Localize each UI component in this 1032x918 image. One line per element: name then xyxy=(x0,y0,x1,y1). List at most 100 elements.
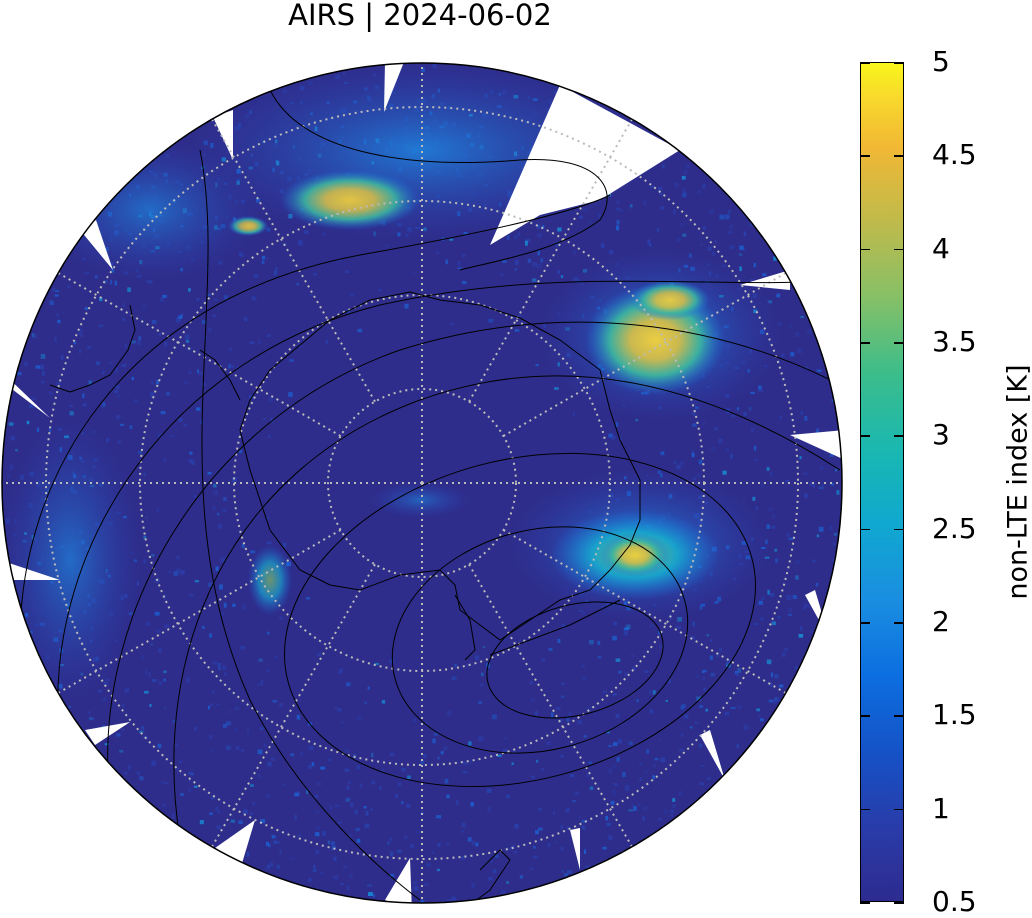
noise-speck xyxy=(772,621,776,625)
noise-speck xyxy=(760,718,764,721)
noise-speck xyxy=(234,728,237,732)
noise-speck xyxy=(267,670,269,672)
noise-speck xyxy=(164,707,166,710)
noise-speck xyxy=(125,344,128,349)
noise-speck xyxy=(737,706,741,709)
noise-speck xyxy=(289,858,293,860)
noise-speck xyxy=(209,813,213,816)
noise-speck xyxy=(481,673,484,677)
noise-speck xyxy=(635,419,638,421)
noise-speck xyxy=(681,734,684,738)
noise-speck xyxy=(672,798,675,802)
noise-speck xyxy=(212,661,217,664)
noise-speck xyxy=(480,684,483,687)
colorbar-tick-label: 0.5 xyxy=(932,888,977,916)
noise-speck xyxy=(247,729,249,733)
noise-speck xyxy=(639,777,642,781)
noise-speck xyxy=(308,878,311,882)
noise-speck xyxy=(334,857,337,861)
noise-speck xyxy=(611,801,615,805)
noise-speck xyxy=(800,626,803,631)
noise-speck xyxy=(788,608,792,612)
noise-speck xyxy=(347,798,352,801)
noise-speck xyxy=(272,835,276,838)
noise-speck xyxy=(98,690,103,693)
noise-speck xyxy=(328,759,331,762)
noise-speck xyxy=(68,706,71,708)
noise-speck xyxy=(224,672,226,676)
colorbar-tick-label: 5 xyxy=(932,48,950,76)
noise-speck xyxy=(413,881,417,885)
noise-speck xyxy=(213,506,216,510)
noise-speck xyxy=(786,533,790,537)
noise-speck xyxy=(589,640,594,645)
noise-speck xyxy=(356,828,360,831)
noise-speck xyxy=(152,320,157,324)
noise-speck xyxy=(432,852,434,854)
noise-speck xyxy=(702,670,704,673)
noise-speck xyxy=(780,416,782,419)
noise-speck xyxy=(677,238,681,242)
noise-speck xyxy=(390,851,394,856)
noise-speck xyxy=(478,701,481,704)
noise-speck xyxy=(737,407,739,410)
noise-speck xyxy=(658,818,662,820)
noise-speck xyxy=(650,624,654,627)
noise-speck xyxy=(275,841,279,843)
noise-speck xyxy=(128,765,131,769)
noise-speck xyxy=(406,804,410,808)
noise-speck xyxy=(213,484,216,487)
noise-speck xyxy=(413,271,415,274)
noise-speck xyxy=(426,863,431,866)
noise-speck xyxy=(395,794,398,798)
noise-speck xyxy=(834,533,837,536)
noise-speck xyxy=(617,757,620,762)
noise-speck xyxy=(548,843,551,847)
noise-speck xyxy=(315,832,320,836)
noise-speck xyxy=(694,722,698,724)
colorbar-tick-mark xyxy=(860,529,870,531)
polar-map xyxy=(0,0,850,913)
noise-speck xyxy=(116,734,118,738)
noise-speck xyxy=(52,288,56,292)
noise-speck xyxy=(609,250,614,255)
noise-speck xyxy=(536,760,538,763)
noise-speck xyxy=(561,755,564,758)
noise-speck xyxy=(730,225,733,230)
noise-speck xyxy=(160,298,163,302)
noise-speck xyxy=(833,543,835,546)
noise-speck xyxy=(168,571,172,574)
noise-speck xyxy=(83,403,87,406)
noise-speck xyxy=(710,656,713,660)
noise-speck xyxy=(42,371,45,376)
noise-speck xyxy=(532,262,537,267)
noise-speck xyxy=(707,777,711,780)
noise-speck xyxy=(159,681,162,686)
noise-speck xyxy=(84,272,89,274)
noise-speck xyxy=(626,625,631,630)
noise-speck xyxy=(373,894,375,898)
noise-speck xyxy=(348,781,351,784)
noise-speck xyxy=(123,772,128,774)
noise-speck xyxy=(343,866,347,868)
noise-speck xyxy=(347,786,349,790)
noise-speck xyxy=(328,841,330,845)
noise-speck xyxy=(561,275,563,278)
noise-speck xyxy=(145,516,147,518)
noise-speck xyxy=(659,193,662,195)
noise-speck xyxy=(242,605,246,610)
noise-speck xyxy=(774,674,778,678)
noise-speck xyxy=(401,768,405,772)
noise-speck xyxy=(590,787,594,790)
noise-speck xyxy=(710,447,715,450)
noise-speck xyxy=(758,386,762,390)
noise-speck xyxy=(217,513,220,516)
noise-speck xyxy=(260,727,264,730)
noise-speck xyxy=(703,227,706,230)
noise-speck xyxy=(525,241,528,246)
noise-speck xyxy=(187,678,190,683)
noise-speck xyxy=(788,614,792,616)
noise-speck xyxy=(55,290,59,292)
noise-speck xyxy=(616,659,621,662)
noise-speck xyxy=(122,704,125,707)
